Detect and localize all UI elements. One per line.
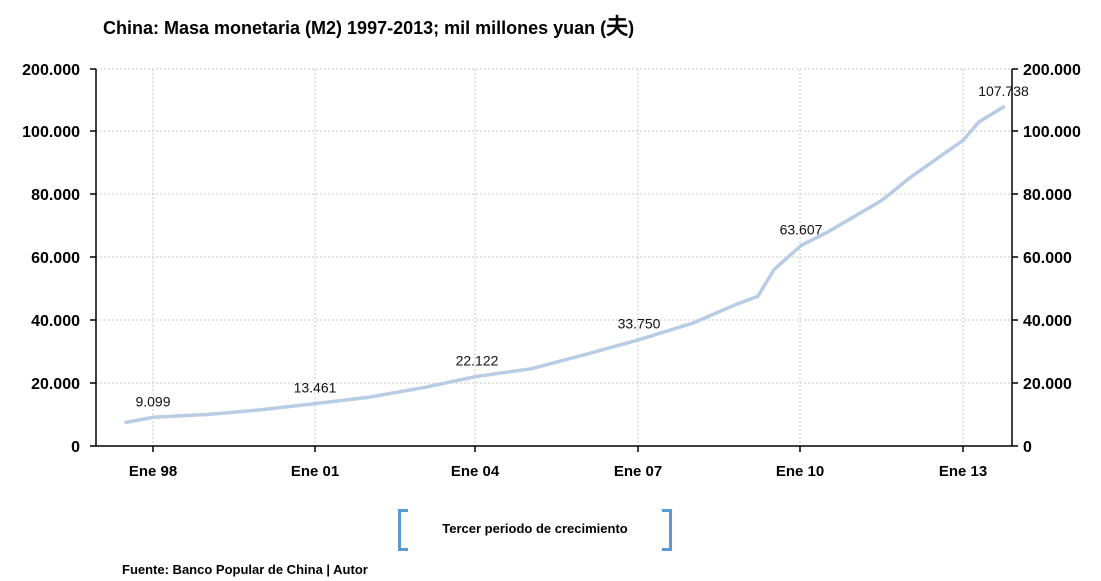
data-labels: 9.099 13.461 22.122 33.750 63.607 107.738: [135, 83, 1029, 409]
chart-title: China: Masa monetaria (M2) 1997-2013; mi…: [103, 9, 634, 41]
y-tick-label-right: 60.000: [1023, 250, 1072, 267]
y-tick-label-right: 100.000: [1023, 124, 1081, 141]
chart-title-end: ): [628, 18, 635, 38]
x-tick-label: Ene 13: [939, 463, 987, 480]
y-tick-label-left: 20.000: [31, 376, 80, 393]
line-chart: 0 0 20.000 20.000 40.000 40.000 60.000 60.000 80…: [22, 62, 1081, 480]
y-tick-label-right: 200.000: [1023, 62, 1081, 79]
y-tick-label-left: 60.000: [31, 250, 80, 267]
legend-bracket-left: [398, 509, 408, 551]
data-label: 22.122: [456, 352, 499, 368]
series-layer: [124, 105, 1006, 425]
y-tick-label-left: 0: [71, 439, 80, 456]
y-tick-label-right: 80.000: [1023, 187, 1072, 204]
yuan-symbol: 夫: [606, 14, 629, 39]
y-tick-label-left: 80.000: [31, 187, 80, 204]
y-tick-label-left: 100.000: [22, 124, 80, 141]
axes: [90, 68, 1018, 452]
chart-title-text: China: Masa monetaria (M2) 1997-2013; mi…: [103, 18, 607, 38]
data-label: 63.607: [780, 222, 823, 238]
series-line: [124, 105, 1006, 425]
y-tick-label-right: 0: [1023, 439, 1032, 456]
data-label: 9.099: [135, 393, 170, 409]
x-tick-label: Ene 01: [291, 463, 339, 480]
source-note: Fuente: Banco Popular de China | Autor: [122, 562, 368, 577]
y-tick-label-left: 200.000: [22, 62, 80, 79]
x-tick-label: Ene 07: [614, 463, 662, 480]
x-tick-label: Ene 04: [451, 463, 500, 480]
data-label: 107.738: [978, 83, 1029, 99]
y-tick-label-right: 20.000: [1023, 376, 1072, 393]
legend: Tercer periodo de crecimiento: [398, 509, 672, 551]
x-tick-label: Ene 98: [129, 463, 177, 480]
data-label: 13.461: [294, 380, 337, 396]
x-tick-label: Ene 10: [776, 463, 824, 480]
grid: [96, 68, 1012, 446]
tick-labels: 0 0 20.000 20.000 40.000 40.000 60.000 60.000 80…: [22, 62, 1081, 480]
legend-bracket-right: [662, 509, 672, 551]
y-tick-label-left: 40.000: [31, 313, 80, 330]
legend-label: Tercer periodo de crecimiento: [442, 521, 628, 536]
data-label: 33.750: [618, 316, 661, 332]
y-tick-label-right: 40.000: [1023, 313, 1072, 330]
